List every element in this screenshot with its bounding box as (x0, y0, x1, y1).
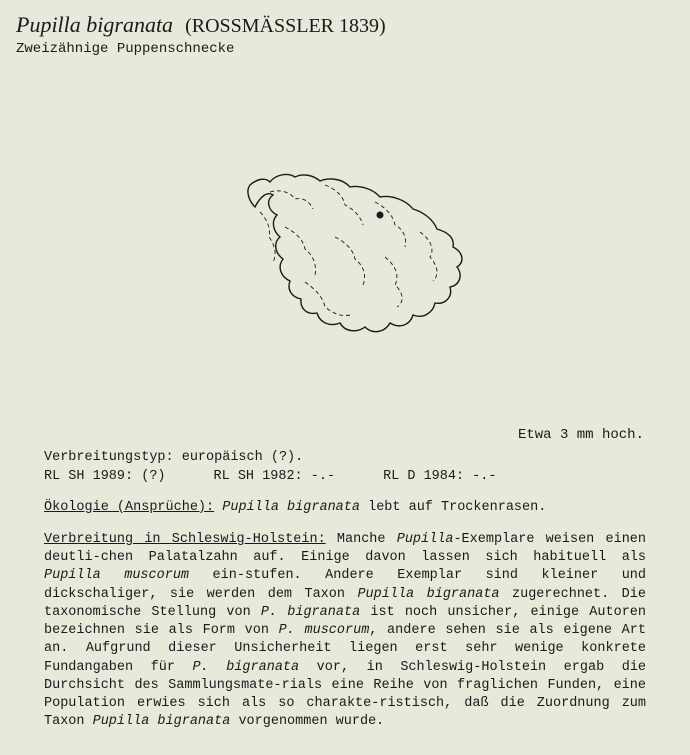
map-svg (195, 137, 495, 357)
rl-sh-1989: RL SH 1989: (?) (44, 468, 166, 487)
species-author: (ROSSMÄSSLER 1839) (185, 15, 386, 37)
ecology-heading: Ökologie (Ansprüche): (44, 500, 214, 515)
ecology-text: lebt auf Trockenrasen. (368, 500, 546, 515)
distribution-section: Verbreitung in Schleswig-Holstein: Manch… (16, 531, 674, 731)
distribution-type: Verbreitungstyp: europäisch (?). (44, 449, 674, 468)
redlist-line: RL SH 1989: (?) RL SH 1982: -.- RL D 198… (44, 468, 674, 487)
ecology-species: Pupilla bigranata (222, 500, 360, 515)
metadata-block: Verbreitungstyp: europäisch (?). RL SH 1… (16, 449, 674, 487)
ecology-section: Ökologie (Ansprüche): Pupilla bigranata … (16, 499, 674, 517)
page-title: Pupilla bigranata (ROSSMÄSSLER 1839) (16, 12, 674, 39)
size-note: Etwa 3 mm hoch. (16, 427, 674, 443)
distribution-heading: Verbreitung in Schleswig-Holstein: (44, 532, 326, 547)
common-name: Zweizähnige Puppenschnecke (16, 41, 674, 57)
distribution-map (16, 97, 674, 397)
species-name: Pupilla bigranata (16, 12, 173, 37)
rl-sh-1982: RL SH 1982: -.- (214, 468, 336, 487)
rl-d-1984: RL D 1984: -.- (383, 468, 496, 487)
